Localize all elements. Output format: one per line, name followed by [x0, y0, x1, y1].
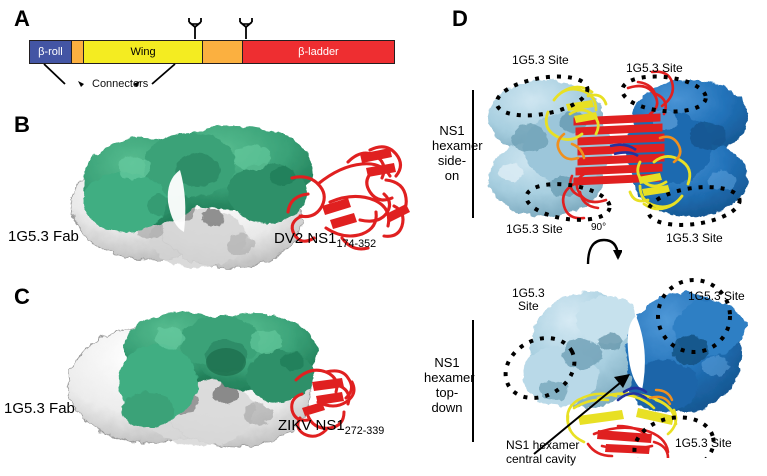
- side-on-label-line-1: NS1: [439, 123, 465, 138]
- dv2-ns1-sheet-arrows: [322, 148, 410, 229]
- wing-yellow-sheets: [566, 100, 670, 196]
- side-on-site-label-top-right: 1G5.3 Site: [626, 61, 683, 75]
- top-down-label-line-2: hexamer: [424, 370, 475, 385]
- panel-b-antigen-label: DV2 NS1174-352: [274, 230, 376, 250]
- domain-segment-label: Wing: [130, 45, 156, 58]
- side-on-label-line-3: side-on: [437, 153, 467, 183]
- epitope-dashed-outline: [494, 74, 742, 227]
- beta-ladder-red-loops: [561, 70, 675, 220]
- panel-c-antigen-label-residues: 272-339: [344, 425, 385, 437]
- zikv-ns1-sheet-arrows: [302, 378, 344, 416]
- beta-ladder-red-ribbons: [573, 113, 665, 186]
- beta-roll-blue-ribbons: [609, 143, 639, 158]
- top-down-bracket: [472, 320, 474, 442]
- domain-segment-label: β-roll: [38, 45, 63, 58]
- top-down-site-label-top-right: 1G5.3 Site: [688, 289, 745, 303]
- side-on-bracket: [472, 90, 474, 218]
- top-down-site-label-left: 1G5.3 Site: [512, 287, 545, 313]
- connector-orange-top-down: [648, 388, 674, 406]
- panel-c: C: [0, 282, 440, 476]
- connector-orange-ribbons: [556, 132, 682, 164]
- panel-c-letter: C: [14, 284, 30, 309]
- panel-d: D NS1 hexamer side-on: [424, 0, 767, 476]
- side-on-label-line-2: hexamer: [432, 138, 483, 153]
- panel-b-antigen-label-main: DV2 NS1: [274, 230, 337, 247]
- glycan-icon: [188, 18, 202, 39]
- top-down-site-label-left-line-2: Site: [518, 299, 539, 313]
- side-on-site-label-bottom-right: 1G5.3 Site: [666, 231, 723, 245]
- panel-a-letter: A: [14, 6, 30, 31]
- domain-segment-connector-1: [71, 41, 84, 63]
- epitope-dashed-outline: [503, 278, 732, 458]
- panel-c-fab-label: 1G5.3 Fab: [4, 400, 75, 417]
- panel-c-antigen-label: ZIKV NS1272-339: [278, 417, 384, 437]
- panel-c-antigen-label-main: ZIKV NS1: [278, 417, 345, 434]
- top-down-site-label-left-line-1: 1G5.3: [512, 286, 545, 300]
- wing-yellow-ribbons: [544, 85, 692, 211]
- fab-heavy-chain-surface: [83, 126, 313, 232]
- rotation-angle-label: 90°: [591, 222, 607, 233]
- panel-b-letter: B: [14, 112, 30, 137]
- glycan-icon: [239, 18, 253, 39]
- side-on-site-label-top-left: 1G5.3 Site: [512, 53, 569, 67]
- central-cavity-label-line-1: NS1 hexamer: [506, 438, 580, 452]
- domain-segment-label: β-ladder: [298, 45, 339, 58]
- domain-segment-beta-ladder: β-ladder: [242, 41, 394, 63]
- panel-b: B: [0, 110, 440, 270]
- top-down-site-label-bottom-right: 1G5.3 Site: [675, 436, 732, 450]
- domain-segment-wing: Wing: [83, 41, 204, 63]
- central-cavity-label-line-2: central cavity: [506, 452, 577, 466]
- top-down-label-line-3: top-down: [431, 385, 463, 415]
- panel-b-structure-render: [71, 126, 410, 269]
- connectors-label: Connectors: [92, 78, 149, 90]
- domain-segment-beta-roll: β-roll: [30, 41, 72, 63]
- top-down-view-label: NS1 hexamer top-down: [424, 355, 475, 415]
- connector-leader-lines: [43, 63, 176, 87]
- rotation-arrow-icon: [586, 238, 622, 265]
- central-cavity-label: NS1 hexamer central cavity: [506, 438, 579, 466]
- panel-a: A β-roll Wing: [0, 0, 440, 110]
- side-on-site-label-bottom-left: 1G5.3 Site: [506, 222, 563, 236]
- protomer-dark-blue-top-down: [626, 292, 746, 412]
- panel-b-antigen-label-residues: 174-352: [336, 238, 377, 250]
- panel-b-fab-label: 1G5.3 Fab: [8, 228, 79, 245]
- panel-d-letter: D: [452, 6, 468, 31]
- top-down-label-line-1: NS1: [434, 355, 460, 370]
- hexamer-side-on-render: [488, 70, 748, 227]
- domain-segment-connector-2: [203, 41, 243, 63]
- hexamer-top-down-render: [503, 278, 746, 458]
- central-cavity-arrow: [533, 377, 627, 455]
- beta-roll-blue-top-down: [616, 386, 648, 402]
- domain-bar: β-roll Wing β-ladder: [29, 40, 395, 64]
- central-cavity-arrowhead: [614, 374, 630, 388]
- panel-c-structure-render: [67, 312, 356, 448]
- side-on-view-label: NS1 hexamer side-on: [432, 123, 483, 183]
